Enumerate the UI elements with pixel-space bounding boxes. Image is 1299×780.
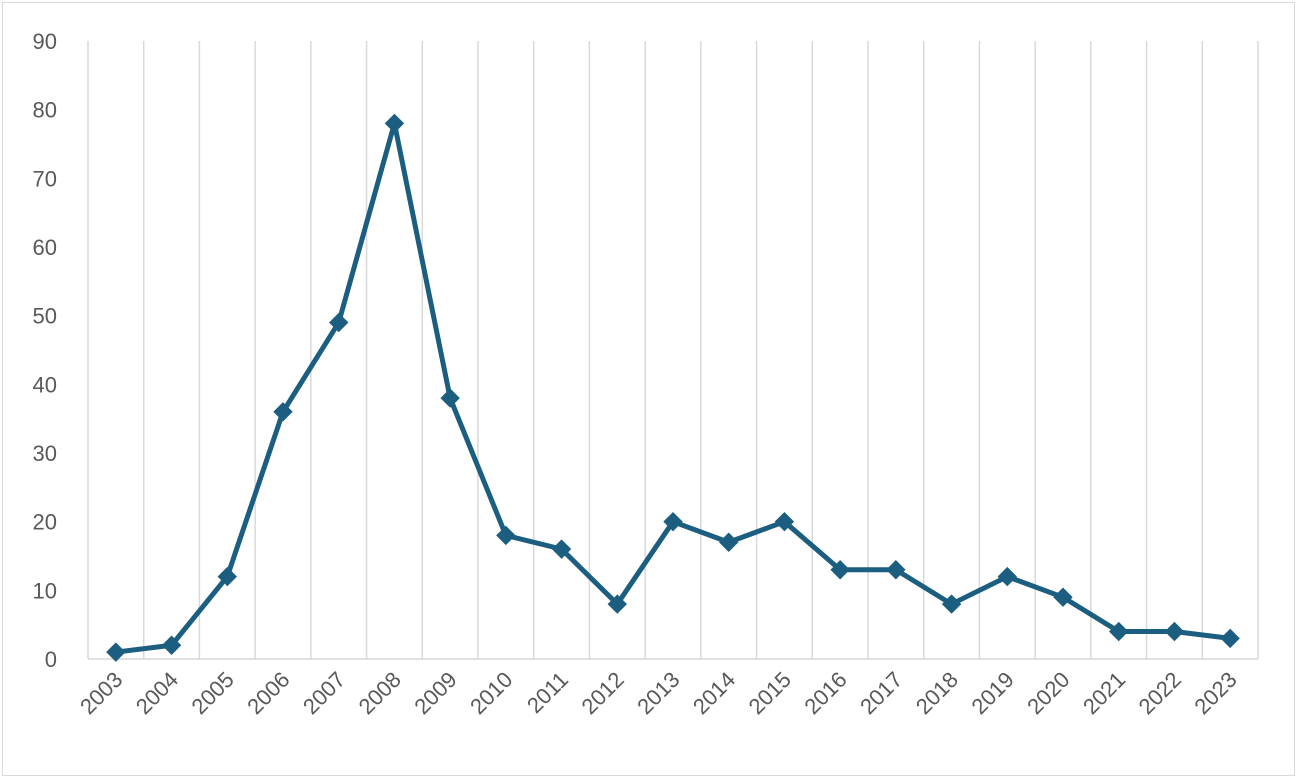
- data-point-marker: [886, 560, 906, 580]
- y-tick-label: 0: [45, 647, 57, 672]
- series-line-layer: [113, 120, 1233, 655]
- y-tick-label: 90: [33, 29, 57, 54]
- x-tick-label: 2018: [911, 667, 963, 719]
- data-point-marker: [830, 560, 850, 580]
- x-tick-label: 2013: [632, 667, 684, 719]
- y-tick-label: 60: [33, 235, 57, 260]
- y-tick-label: 80: [33, 98, 57, 123]
- data-point-marker: [774, 511, 795, 532]
- x-tick-label: 2023: [1189, 667, 1241, 719]
- data-point-marker: [1109, 621, 1129, 642]
- data-point-marker: [496, 525, 516, 546]
- x-tick-label: 2017: [855, 667, 907, 719]
- data-point-marker: [329, 312, 349, 333]
- data-point-marker: [941, 594, 962, 614]
- x-tick-label: 2007: [298, 667, 350, 719]
- data-point-marker: [1220, 628, 1240, 649]
- data-point-marker: [551, 539, 572, 559]
- y-tick-label: 70: [33, 166, 57, 191]
- x-axis-tick-labels: 2003 2004 2005 2006 2007 2008 2009 2010 2011 2012…: [75, 667, 1242, 719]
- x-tick-label: 2008: [354, 667, 406, 719]
- x-tick-label: 2005: [187, 667, 239, 719]
- y-tick-label: 30: [33, 441, 57, 466]
- data-point-marker: [273, 402, 293, 422]
- x-tick-label: 2019: [967, 667, 1019, 719]
- x-tick-label: 2022: [1134, 667, 1186, 719]
- data-point-marker: [719, 532, 739, 552]
- data-point-marker: [161, 635, 182, 655]
- data-point-marker: [440, 388, 460, 408]
- data-point-marker: [607, 594, 627, 614]
- x-tick-label: 2011: [522, 667, 573, 718]
- x-tick-label: 2010: [465, 667, 517, 719]
- data-point-marker: [384, 113, 405, 134]
- data-point-marker: [217, 566, 237, 587]
- x-tick-label: 2021: [1078, 667, 1130, 719]
- x-tick-label: 2004: [131, 667, 183, 719]
- x-tick-label: 2015: [744, 667, 796, 719]
- data-point-marker: [1053, 587, 1073, 607]
- y-tick-label: 20: [33, 510, 57, 535]
- y-tick-label: 40: [33, 372, 57, 397]
- data-point-markers: [106, 113, 1240, 662]
- x-tick-label: 2009: [409, 667, 461, 719]
- data-point-marker: [997, 566, 1017, 587]
- x-tick-label: 2020: [1022, 667, 1074, 719]
- data-point-marker: [663, 511, 683, 532]
- y-axis-tick-labels: 0 10 20 30 40 50 60 70 80 90: [33, 29, 57, 672]
- x-tick-label: 2012: [577, 667, 629, 719]
- x-tick-label: 2016: [799, 667, 851, 719]
- x-tick-label: 2003: [75, 667, 127, 719]
- grid-lines: [87, 41, 1259, 659]
- series-line: [113, 120, 1233, 655]
- x-tick-label: 2006: [242, 667, 294, 719]
- data-point-marker: [1164, 621, 1185, 642]
- y-tick-label: 50: [33, 304, 57, 329]
- x-tick-label: 2014: [688, 667, 740, 719]
- data-point-marker: [106, 642, 126, 662]
- y-tick-label: 10: [33, 578, 57, 603]
